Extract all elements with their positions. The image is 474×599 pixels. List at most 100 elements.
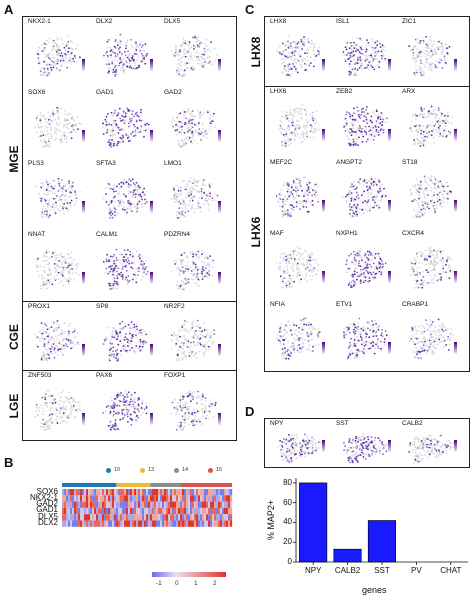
heatmap-cell bbox=[198, 501, 201, 508]
heatmap-cell bbox=[228, 501, 231, 508]
heatmap-cell bbox=[78, 514, 81, 521]
heatmap-cell bbox=[206, 489, 209, 496]
cluster-bar bbox=[62, 483, 117, 487]
heatmap-cell bbox=[226, 507, 229, 515]
heatmap-cell bbox=[196, 501, 199, 508]
gene-label: PDZRN4 bbox=[164, 231, 191, 238]
tsne-plot bbox=[102, 248, 149, 290]
heatmap-cell bbox=[132, 501, 135, 508]
expression-legend bbox=[322, 59, 325, 71]
heatmap-cell bbox=[96, 495, 99, 502]
heatmap-cell bbox=[186, 507, 189, 515]
heatmap-cell bbox=[136, 489, 139, 496]
heatmap-cell bbox=[172, 514, 175, 521]
heatmap-cell bbox=[162, 514, 165, 521]
expression-legend bbox=[150, 130, 153, 142]
heatmap-cell bbox=[74, 489, 77, 496]
heatmap-cell bbox=[120, 520, 123, 527]
tsne-cell: ETV1 bbox=[336, 301, 402, 372]
heatmap-cell bbox=[208, 501, 211, 508]
heatmap-cell bbox=[72, 495, 75, 502]
heatmap-cell bbox=[184, 489, 187, 496]
heatmap-cell bbox=[142, 520, 145, 527]
y-tick-label: 20 bbox=[283, 537, 292, 547]
heatmap-cell bbox=[182, 514, 185, 521]
heatmap-cell bbox=[192, 495, 195, 502]
heatmap-cell bbox=[150, 489, 153, 496]
heatmap-cell bbox=[82, 507, 85, 515]
heatmap-cell bbox=[88, 507, 91, 515]
heatmap-cell bbox=[176, 501, 179, 508]
tsne-cell: ARX bbox=[402, 88, 468, 159]
heatmap-cell bbox=[162, 489, 165, 496]
heatmap-cell bbox=[108, 495, 111, 502]
heatmap-cell bbox=[174, 514, 177, 521]
heatmap-cell bbox=[126, 514, 129, 521]
heatmap-cell bbox=[64, 489, 67, 496]
heatmap-cell bbox=[92, 507, 95, 515]
heatmap-cell bbox=[62, 520, 65, 527]
heatmap-cell bbox=[174, 507, 177, 515]
heatmap-cell bbox=[198, 507, 201, 515]
expression-legend bbox=[150, 201, 153, 213]
heatmap-cell bbox=[108, 514, 111, 521]
tsne-plot bbox=[35, 249, 80, 290]
heatmap-cell bbox=[96, 501, 99, 508]
heatmap-cell bbox=[62, 514, 65, 521]
heatmap-cell bbox=[176, 507, 179, 515]
expression-legend bbox=[82, 130, 85, 142]
heatmap-cell bbox=[206, 520, 209, 527]
heatmap-cell bbox=[224, 495, 227, 502]
heatmap-cell bbox=[64, 501, 67, 508]
heatmap-cell bbox=[182, 520, 185, 527]
heatmap-cell bbox=[208, 514, 211, 521]
tsne-plot bbox=[171, 107, 216, 148]
heatmap-cell bbox=[76, 507, 79, 515]
heatmap-cell bbox=[220, 495, 223, 502]
heatmap-cell bbox=[192, 507, 195, 515]
heatmap-cell bbox=[84, 507, 87, 515]
heatmap-cell bbox=[218, 520, 221, 527]
heatmap-cell bbox=[160, 520, 163, 527]
heatmap-cell bbox=[180, 489, 183, 496]
heatmap-cell bbox=[166, 501, 169, 508]
heatmap-cell bbox=[146, 495, 149, 502]
x-tick-label: NPY bbox=[304, 566, 322, 575]
tsne-plot bbox=[102, 33, 149, 77]
heatmap-cell bbox=[64, 514, 67, 521]
expression-legend bbox=[150, 344, 153, 356]
tsne-plot bbox=[342, 37, 387, 77]
heatmap-cell bbox=[158, 501, 161, 508]
heatmap-cell bbox=[162, 501, 165, 508]
heatmap-cell bbox=[144, 489, 147, 496]
heatmap-cell bbox=[94, 514, 97, 521]
heatmap-cell bbox=[184, 501, 187, 508]
heatmap-cell bbox=[196, 489, 199, 496]
heatmap-cell bbox=[100, 520, 103, 527]
tsne-plot bbox=[276, 433, 322, 464]
heatmap-cell bbox=[130, 514, 133, 521]
heatmap-cell bbox=[124, 495, 127, 502]
cluster-label: 15 bbox=[216, 467, 223, 473]
heatmap-cell bbox=[184, 507, 187, 515]
heatmap-cell bbox=[230, 495, 233, 502]
heatmap-cell bbox=[220, 507, 223, 515]
heatmap-cell bbox=[192, 489, 195, 496]
heatmap-cell bbox=[114, 495, 117, 502]
gene-label: PLS3 bbox=[28, 160, 44, 167]
heatmap-cell bbox=[168, 514, 171, 521]
heatmap-cell bbox=[166, 507, 169, 515]
panel-a-letter: A bbox=[4, 2, 14, 17]
heatmap-cell bbox=[138, 520, 141, 527]
tsne-cell: PLS3 bbox=[28, 160, 96, 231]
heatmap-cell bbox=[208, 495, 211, 502]
heatmap-cell bbox=[146, 514, 149, 521]
heatmap-cell bbox=[202, 495, 205, 502]
cluster-bar bbox=[181, 483, 232, 487]
heatmap-cell bbox=[166, 489, 169, 496]
expression-legend bbox=[218, 59, 221, 71]
heatmap-cell bbox=[176, 514, 179, 521]
heatmap-cell bbox=[102, 495, 105, 502]
gene-label: NKX2-1 bbox=[28, 18, 51, 25]
heatmap-cell bbox=[144, 514, 147, 521]
